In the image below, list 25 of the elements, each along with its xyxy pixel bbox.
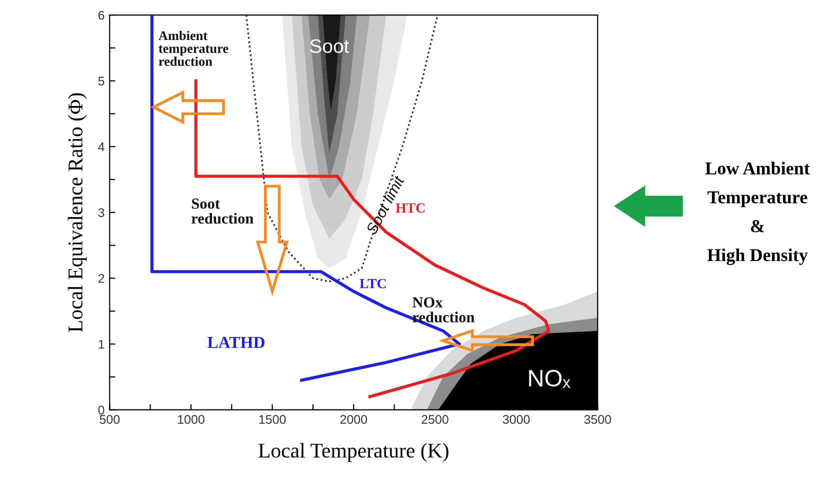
- x-tick-label: 3500: [584, 415, 612, 424]
- annotation: Ambient temperature reduction: [158, 30, 228, 66]
- annotation: NOₓ: [529, 370, 570, 388]
- y-axis-title: Local Equivalence Ratio (Φ): [68, 93, 87, 332]
- y-tick-label: 2: [98, 274, 104, 283]
- y-tick-label: 6: [98, 10, 104, 20]
- y-tick-label: 0: [98, 406, 104, 414]
- series-label: LTC: [360, 278, 386, 288]
- y-tick-label: 1: [98, 340, 104, 349]
- x-tick-label: 2500: [422, 415, 448, 424]
- x-tick-label: 3000: [502, 415, 530, 424]
- y-tick-label: 4: [98, 142, 104, 152]
- x-axis-title: Local Temperature (K): [258, 443, 448, 462]
- series-label: HTC: [396, 203, 425, 213]
- x-tick-label: 500: [100, 415, 120, 424]
- annotation: Soot reduction: [192, 198, 254, 224]
- annotation: LATHD: [208, 336, 264, 348]
- annotation: Soot: [310, 39, 350, 54]
- annotation: NOx reduction: [412, 297, 474, 322]
- x-tick-label: 1500: [259, 415, 286, 424]
- y-tick-label: 5: [98, 76, 104, 86]
- y-tick-label: 3: [98, 208, 104, 218]
- x-tick-label: 2000: [340, 415, 368, 424]
- x-tick-label: 1000: [178, 415, 204, 424]
- text: Low Ambient Temperature & High Density: [705, 162, 810, 266]
